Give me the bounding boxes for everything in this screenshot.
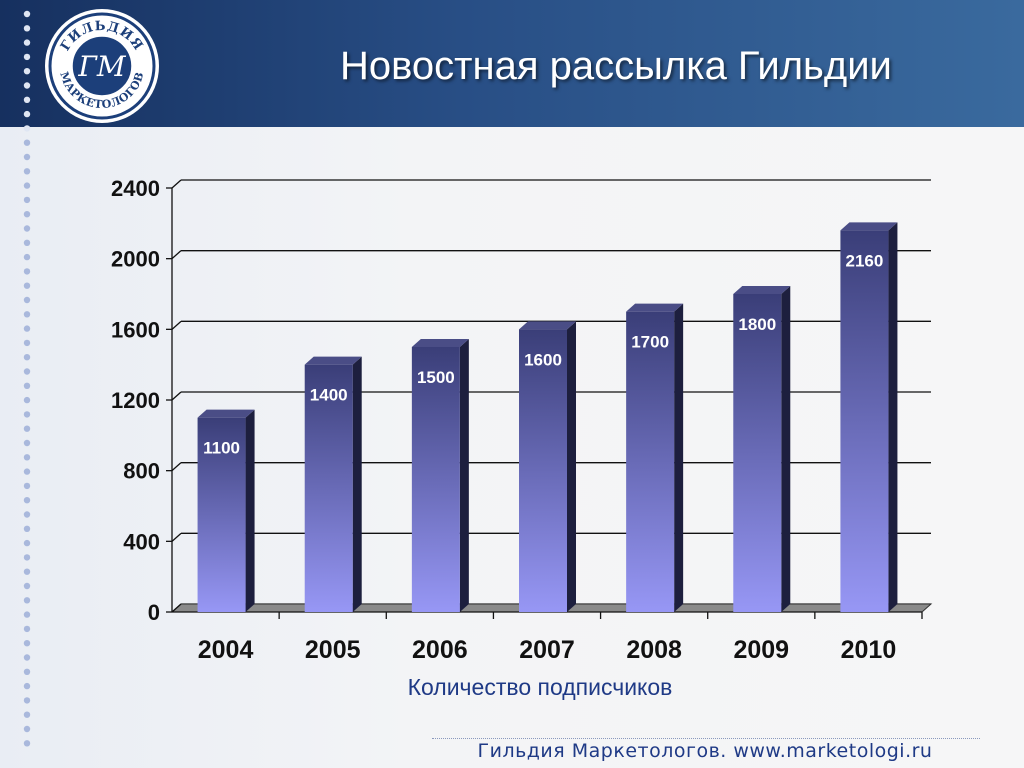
x-tick-label: 2004 bbox=[198, 636, 254, 664]
data-label: 1400 bbox=[310, 386, 348, 405]
bar bbox=[304, 364, 353, 612]
y-tick-diagonal bbox=[171, 462, 182, 472]
decorative-dots bbox=[23, 10, 31, 747]
bar-side bbox=[459, 339, 469, 612]
data-label: 1600 bbox=[524, 350, 562, 369]
y-tick-label: 1200 bbox=[111, 388, 160, 413]
y-tick-diagonal bbox=[171, 391, 182, 401]
footer-divider bbox=[432, 738, 980, 739]
bar bbox=[626, 311, 675, 612]
y-tick-label: 800 bbox=[123, 459, 160, 484]
y-tick-diagonal bbox=[171, 532, 182, 542]
y-tick-label: 2000 bbox=[111, 247, 160, 272]
y-tick-diagonal bbox=[171, 250, 182, 260]
bar-side bbox=[352, 356, 362, 612]
data-label: 1500 bbox=[417, 368, 455, 387]
y-tick-diagonal bbox=[171, 320, 182, 330]
data-label: 2160 bbox=[846, 251, 884, 270]
bar-side bbox=[888, 222, 898, 612]
svg-text:ГМ: ГМ bbox=[77, 50, 127, 83]
bar bbox=[733, 294, 782, 612]
footer-text: Гильдия Маркетологов. www.marketologi.ru bbox=[477, 740, 933, 762]
bar bbox=[197, 417, 246, 612]
bar-side bbox=[567, 321, 576, 612]
x-tick-label: 2010 bbox=[841, 636, 897, 664]
y-tick-diagonal bbox=[171, 179, 182, 189]
y-tick-diagonal bbox=[171, 603, 182, 613]
bar bbox=[411, 347, 460, 612]
page-title: Новостная рассылка Гильдии bbox=[340, 44, 892, 88]
header-band bbox=[0, 0, 1024, 127]
y-tick-label: 1600 bbox=[111, 317, 160, 342]
y-tick-label: 400 bbox=[123, 529, 160, 554]
x-tick-label: 2006 bbox=[412, 636, 468, 664]
y-tick-label: 0 bbox=[148, 600, 160, 625]
bar bbox=[840, 230, 889, 612]
data-label: 1700 bbox=[631, 333, 669, 352]
bar-top bbox=[626, 303, 684, 312]
bar-side bbox=[781, 286, 791, 612]
bar-side bbox=[674, 303, 684, 612]
bar-top bbox=[840, 222, 898, 231]
y-tick-label: 2400 bbox=[111, 176, 160, 201]
bar-top bbox=[411, 339, 469, 347]
bar-top bbox=[519, 321, 576, 330]
x-tick-label: 2008 bbox=[626, 636, 682, 664]
bar-top bbox=[197, 409, 255, 418]
bar-top bbox=[304, 356, 362, 365]
bar-top bbox=[733, 286, 791, 294]
data-label: 1800 bbox=[738, 315, 776, 334]
x-tick-label: 2005 bbox=[305, 636, 361, 664]
bar-side bbox=[245, 409, 255, 612]
x-tick-label: 2007 bbox=[519, 636, 575, 664]
guild-logo: ГИЛЬДИЯ МАРКЕТОЛОГОВ ГМ bbox=[45, 9, 159, 123]
bar bbox=[519, 329, 567, 612]
data-label: 1100 bbox=[203, 439, 240, 458]
x-tick-label: 2009 bbox=[733, 636, 789, 664]
x-axis-title: Количество подписчиков bbox=[407, 674, 673, 700]
